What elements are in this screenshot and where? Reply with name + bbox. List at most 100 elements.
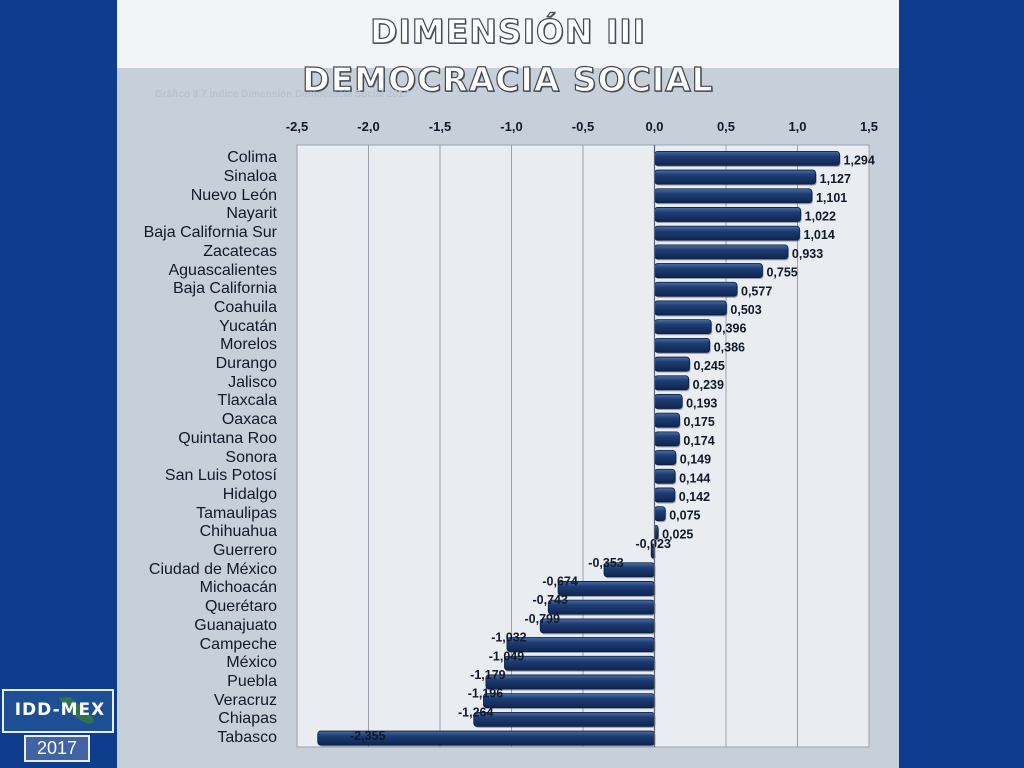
bar xyxy=(654,356,690,372)
category-label: Tabasco xyxy=(217,729,277,747)
bar xyxy=(654,431,680,447)
bar xyxy=(654,281,738,297)
category-label: Sonora xyxy=(225,448,277,466)
category-label: Zacatecas xyxy=(203,242,277,260)
category-label: Durango xyxy=(215,355,277,373)
value-label: 0,193 xyxy=(686,396,717,410)
bar xyxy=(654,337,711,353)
category-label: Guerrero xyxy=(212,542,277,560)
value-label: 0,142 xyxy=(679,490,710,504)
category-label: Quintana Roo xyxy=(178,429,277,447)
value-label: -1,179 xyxy=(470,668,505,682)
x-tick-label: 1,5 xyxy=(860,119,878,134)
category-label: Tlaxcala xyxy=(217,392,277,410)
chart-caption: Gráfico 3.7 Índice Dimensión Democracia … xyxy=(155,89,409,100)
value-label: 0,149 xyxy=(680,453,711,467)
slide-title: DIMENSIÓN III DEMOCRACIA SOCIAL xyxy=(117,8,899,104)
value-label: 0,933 xyxy=(792,247,823,261)
category-label: Nayarit xyxy=(226,205,277,223)
category-label: Chihuahua xyxy=(199,523,277,541)
value-label: -1,049 xyxy=(489,649,524,663)
category-label: Jalisco xyxy=(228,373,277,391)
x-tick-label: -1,0 xyxy=(500,119,522,134)
bar xyxy=(473,711,655,727)
value-label: -0,799 xyxy=(525,612,560,626)
x-tick-label: 1,0 xyxy=(788,119,806,134)
category-label: Nuevo León xyxy=(190,186,277,204)
category-label: México xyxy=(226,654,277,672)
category-label: Hidalgo xyxy=(222,485,277,503)
x-tick-label: -2,5 xyxy=(286,119,308,134)
category-label: Tamaulipas xyxy=(196,504,277,522)
category-label: Veracruz xyxy=(213,691,277,709)
bar xyxy=(654,487,676,503)
value-label: -1,264 xyxy=(458,705,493,719)
category-label: Oaxaca xyxy=(221,411,277,429)
bar xyxy=(654,375,690,391)
category-label: Aguascalientes xyxy=(168,261,277,279)
category-label: Puebla xyxy=(227,672,277,690)
bar xyxy=(506,637,655,652)
bar xyxy=(654,225,800,241)
value-label: 1,127 xyxy=(820,172,851,186)
x-tick-label: -2,0 xyxy=(357,119,379,134)
title-line-2: DEMOCRACIA SOCIAL xyxy=(302,59,714,99)
category-label: Baja California Sur xyxy=(143,224,277,242)
category-label: Querétaro xyxy=(204,598,277,616)
value-label: 1,294 xyxy=(844,153,875,167)
value-label: -0,674 xyxy=(542,574,577,588)
category-label: Campeche xyxy=(199,635,277,653)
x-tick-label: -0,5 xyxy=(572,119,594,134)
category-label: Michoacán xyxy=(199,579,277,597)
category-label: Ciudad de México xyxy=(148,560,277,578)
value-label: 0,755 xyxy=(766,266,797,280)
value-label: 0,075 xyxy=(669,509,700,523)
x-tick-label: 0,0 xyxy=(645,119,663,134)
bar xyxy=(654,207,802,222)
value-label: -0,353 xyxy=(588,556,623,570)
title-line-1: DIMENSIÓN III xyxy=(370,11,646,51)
category-label: Baja California xyxy=(172,280,277,298)
logo-box: IDD-MEX xyxy=(2,689,114,733)
bar xyxy=(485,674,655,690)
bar xyxy=(654,450,677,465)
bar xyxy=(654,506,666,522)
bar xyxy=(654,150,840,166)
bar xyxy=(654,244,789,260)
mexico-map-icon xyxy=(58,697,94,724)
x-tick-label: 0,5 xyxy=(717,119,735,134)
value-label: 1,022 xyxy=(805,209,836,223)
value-label: -1,196 xyxy=(468,687,503,701)
value-label: 0,577 xyxy=(741,284,772,298)
category-label: San Luis Potosí xyxy=(164,467,277,485)
value-label: 0,175 xyxy=(684,415,715,429)
slide-title-band xyxy=(117,0,899,68)
category-label: Colima xyxy=(227,149,277,167)
value-label: 0,245 xyxy=(694,359,725,373)
value-label: 0,174 xyxy=(683,434,714,448)
bar xyxy=(654,319,712,335)
value-label: 1,101 xyxy=(816,191,847,205)
bar xyxy=(504,655,655,671)
category-label: Coahuila xyxy=(213,298,277,316)
value-label: 0,503 xyxy=(730,303,761,317)
bar xyxy=(654,394,683,409)
bar xyxy=(654,468,676,484)
value-label: 1,014 xyxy=(804,228,835,242)
value-label: 0,239 xyxy=(693,378,724,392)
logo-year: 2017 xyxy=(24,735,90,762)
idd-mex-logo: IDD-MEX 2017 xyxy=(2,689,114,762)
bar xyxy=(654,263,763,278)
value-label: 0,386 xyxy=(714,340,745,354)
bar xyxy=(483,693,655,709)
bar xyxy=(654,169,817,185)
bar xyxy=(654,188,813,204)
category-label: Sinaloa xyxy=(223,168,277,186)
value-label: 0,144 xyxy=(679,471,710,485)
value-label: -2,355 xyxy=(350,729,385,743)
value-label: -1,032 xyxy=(491,631,526,645)
value-label: 0,025 xyxy=(662,527,693,541)
category-label: Yucatán xyxy=(219,317,277,335)
value-label: -0,023 xyxy=(635,537,670,551)
category-label: Chiapas xyxy=(218,710,277,728)
